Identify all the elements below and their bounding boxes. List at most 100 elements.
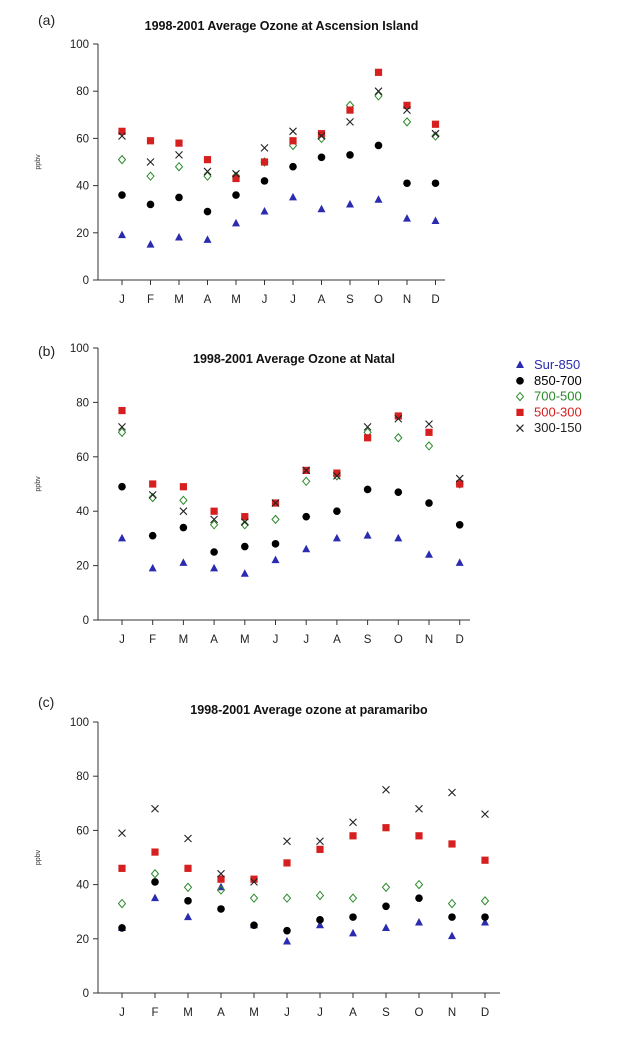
data-point [146, 137, 155, 145]
x-tick-label: A [318, 294, 326, 306]
y-tick-label: 80 [76, 397, 89, 409]
data-point [210, 563, 219, 572]
data-point [374, 68, 383, 76]
data-point [332, 533, 341, 542]
series-300-150 [118, 414, 464, 526]
data-point [455, 558, 464, 566]
data-point [184, 864, 192, 872]
data-point [414, 879, 424, 890]
data-point [403, 101, 411, 109]
data-point [118, 132, 126, 140]
data-point [374, 141, 383, 150]
data-point [148, 490, 157, 499]
data-point [333, 507, 341, 515]
data-point [481, 918, 489, 926]
x-tick-label: O [374, 294, 383, 306]
series-300-150 [118, 87, 440, 178]
data-point [217, 875, 225, 883]
data-point [302, 466, 311, 475]
y-tick-label: 0 [83, 275, 89, 287]
data-point [346, 151, 354, 159]
data-point [481, 913, 489, 921]
data-point [283, 926, 291, 935]
data-point [179, 495, 188, 506]
data-point [431, 129, 440, 138]
legend-label: 500-300 [534, 404, 582, 419]
data-point [250, 875, 258, 883]
series-850-700 [118, 482, 464, 556]
y-tick-label: 100 [70, 39, 89, 51]
x-tick-label: J [284, 1007, 290, 1019]
data-point [455, 521, 464, 529]
data-point [179, 523, 188, 532]
series-300-150 [118, 785, 489, 886]
data-point [117, 154, 127, 165]
data-point [240, 520, 249, 530]
data-point [333, 469, 341, 477]
data-point [241, 542, 249, 551]
data-point [382, 824, 390, 832]
data-point [348, 893, 358, 903]
data-point [481, 810, 489, 819]
y-tick-label: 20 [76, 561, 89, 573]
data-point [118, 230, 126, 239]
data-point [118, 191, 126, 199]
panel-1: (a) 1998-2001 Average Ozone at Ascension … [35, 12, 445, 306]
x-tick-label: F [149, 634, 156, 646]
data-point [394, 414, 403, 423]
data-point [425, 420, 433, 429]
panel-label: (a) [38, 12, 55, 28]
y-tick-label: 40 [76, 506, 89, 518]
y-tick-label: 80 [76, 771, 89, 783]
x-tick-label: A [217, 1007, 225, 1019]
legend-marker [515, 391, 525, 402]
y-tick-label: 40 [76, 181, 89, 193]
x-tick-label: M [231, 294, 241, 306]
data-point [217, 869, 225, 878]
data-point [146, 158, 155, 166]
data-point [448, 840, 456, 848]
data-point [210, 507, 218, 515]
data-point [150, 869, 160, 879]
data-point [349, 913, 357, 921]
data-point [317, 132, 326, 140]
x-tick-label: J [290, 294, 296, 306]
y-axis-label: ppbv [35, 154, 42, 170]
data-point [425, 499, 433, 507]
data-point [175, 151, 183, 159]
data-point [346, 199, 354, 208]
legend-marker [516, 424, 524, 433]
x-tick-label: D [431, 294, 439, 306]
data-point [260, 207, 269, 215]
data-point [118, 482, 126, 491]
panel-label: (b) [38, 343, 55, 359]
data-point [374, 91, 383, 101]
y-tick-label: 100 [70, 343, 89, 355]
data-point [151, 804, 159, 813]
data-point [455, 474, 464, 483]
data-point [179, 558, 188, 566]
x-tick-label: N [448, 1007, 456, 1019]
data-point [250, 878, 258, 886]
panel-3: (c) 1998-2001 Average ozone at paramaribo… [35, 694, 500, 1019]
chart-title: 1998-2001 Average Ozone at Ascension Isl… [145, 19, 419, 33]
data-point [364, 434, 372, 442]
data-point [415, 832, 423, 840]
data-point [203, 167, 212, 176]
x-tick-label: J [273, 634, 279, 646]
data-point [146, 240, 155, 248]
data-point [431, 179, 440, 188]
data-point [174, 161, 184, 172]
data-point [403, 214, 411, 222]
data-point [260, 143, 269, 152]
data-point [394, 533, 403, 542]
data-point [480, 896, 490, 906]
x-tick-label: M [240, 634, 250, 646]
data-point [148, 492, 157, 503]
x-tick-label: D [456, 634, 464, 646]
data-point [151, 848, 159, 856]
data-point [431, 120, 440, 128]
data-point [333, 471, 341, 480]
x-tick-label: O [394, 634, 403, 646]
